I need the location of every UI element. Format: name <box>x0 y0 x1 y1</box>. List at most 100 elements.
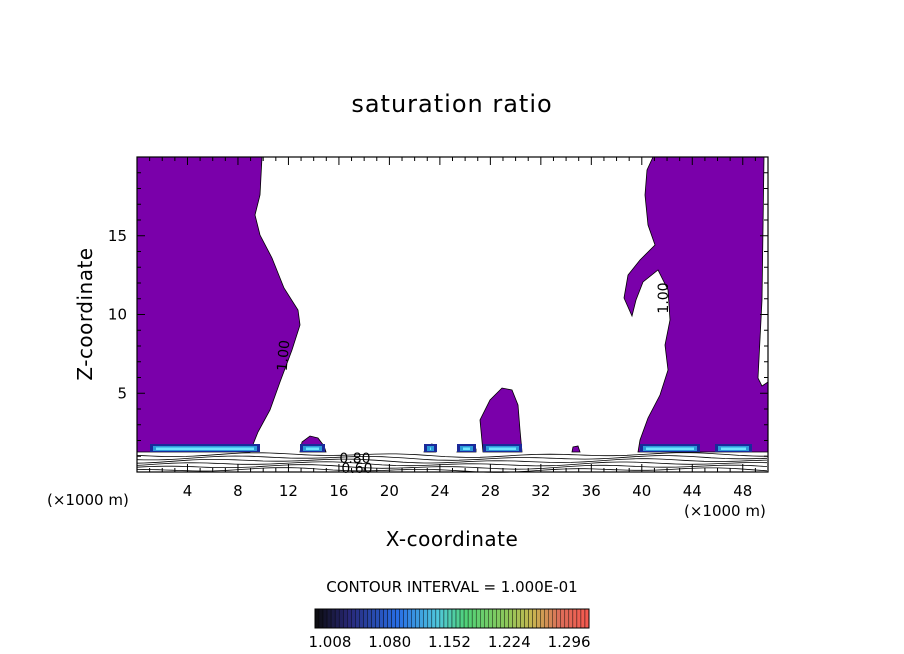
x-unit-label: (×1000 m) <box>684 502 766 520</box>
colorbar-segment <box>520 608 525 629</box>
colorbar-tick-label: 1.008 <box>308 633 351 651</box>
colorbar-segment <box>580 608 586 629</box>
colorbar-segment <box>343 608 348 629</box>
colorbar-segment <box>475 608 481 629</box>
colorbar-segment <box>415 608 420 629</box>
colorbar-segment <box>439 608 445 629</box>
colorbar-segment <box>455 608 461 629</box>
y-tick-label: 15 <box>108 227 127 245</box>
colorbar-segment <box>512 608 517 629</box>
colorbar-segment <box>564 608 570 629</box>
contour-line <box>136 452 767 458</box>
colorbar-segment <box>576 608 582 629</box>
x-tick-labels: 4 8 12 16 20 24 28 32 36 40 44 48 <box>183 482 753 500</box>
colorbar-segment <box>532 608 537 629</box>
colorbar-segment <box>536 608 541 629</box>
contour-line <box>136 458 768 464</box>
y-tick-label: 5 <box>117 384 127 402</box>
colorbar-segment <box>383 608 388 629</box>
colorbar-segment <box>451 608 457 629</box>
band-light <box>646 447 694 450</box>
colorbar-segment <box>363 608 368 629</box>
x-tick-label: 28 <box>481 482 500 500</box>
colorbar-segment <box>355 608 360 629</box>
colorbar-segment <box>330 608 336 629</box>
colorbar-segment <box>447 608 453 629</box>
colorbar-segment <box>407 608 412 629</box>
colorbar-segment <box>351 608 356 629</box>
colorbar-segment <box>540 608 545 629</box>
band-light <box>306 447 319 450</box>
band-light <box>463 447 470 450</box>
y-axis-label: Z-coordinate <box>73 247 97 380</box>
band-light <box>430 447 431 450</box>
colorbar-segment <box>516 608 521 629</box>
colorbar-segment <box>471 608 477 629</box>
contour-interval-text: CONTOUR INTERVAL = 1.000E-01 <box>326 578 577 596</box>
colorbar-segment <box>322 608 328 629</box>
contour-line <box>136 464 768 470</box>
x-tick-label: 12 <box>279 482 298 500</box>
colorbar-segment <box>488 608 493 629</box>
colorbar-segment <box>467 608 473 629</box>
x-tick-label: 40 <box>632 482 651 500</box>
x-tick-label: 24 <box>430 482 449 500</box>
band-light <box>489 447 516 450</box>
colorbar-segment <box>548 608 553 629</box>
contour-label-100-east: 1.00 <box>656 282 672 313</box>
colorbar-segment <box>326 608 332 629</box>
y-tick-labels: 5 10 15 <box>108 227 127 403</box>
colorbar-segment <box>528 608 533 629</box>
colorbar-frame <box>314 608 590 629</box>
y-tick-label: 10 <box>108 306 127 324</box>
colorbar-segment <box>371 608 376 629</box>
region-east-column <box>623 156 769 453</box>
colorbar-segment <box>552 608 557 629</box>
colorbar-segment <box>375 608 380 629</box>
colorbar-segment <box>443 608 449 629</box>
colorbar <box>314 608 590 629</box>
colorbar-segment <box>399 608 404 629</box>
x-tick-label: 8 <box>233 482 243 500</box>
colorbar-segment <box>496 608 501 629</box>
colorbar-segment <box>556 608 561 629</box>
colorbar-segment <box>524 608 529 629</box>
colorbar-segment <box>508 608 513 629</box>
colorbar-tick-labels: 1.008 1.080 1.152 1.224 1.296 <box>308 633 590 651</box>
colorbar-segment <box>568 608 574 629</box>
contour-line <box>136 461 768 467</box>
colorbar-segment <box>560 608 566 629</box>
x-tick-label: 16 <box>329 482 348 500</box>
colorbar-segment <box>387 608 392 629</box>
contour-line <box>136 455 768 461</box>
colorbar-segment <box>423 608 429 629</box>
band-light <box>721 447 746 450</box>
colorbar-segment <box>347 608 352 629</box>
colorbar-tick-label: 1.224 <box>488 633 531 651</box>
colorbar-segment <box>395 608 400 629</box>
colorbar-segment <box>338 608 344 629</box>
colorbar-segment <box>435 608 441 629</box>
colorbar-tick-label: 1.296 <box>548 633 591 651</box>
supersaturation-bands <box>150 444 752 452</box>
x-tick-label: 4 <box>183 482 193 500</box>
colorbar-segment <box>459 608 465 629</box>
colorbar-segment <box>500 608 505 629</box>
region-blob-c <box>571 445 581 453</box>
colorbar-segment <box>411 608 416 629</box>
x-tick-label: 44 <box>683 482 702 500</box>
colorbar-segment <box>480 608 485 629</box>
x-tick-label: 36 <box>582 482 601 500</box>
colorbar-segment <box>427 608 433 629</box>
plot-area: 1.00 1.00 0.80 0.60 <box>136 156 769 477</box>
x-tick-label: 48 <box>733 482 752 500</box>
colorbar-tick-label: 1.080 <box>368 633 411 651</box>
x-tick-label: 20 <box>380 482 399 500</box>
colorbar-segment <box>403 608 408 629</box>
contour-label-100-west: 1.00 <box>275 339 294 371</box>
contour-label-060: 0.60 <box>341 461 372 477</box>
colorbar-segment <box>484 608 489 629</box>
colorbar-tick-label: 1.152 <box>428 633 471 651</box>
colorbar-segment <box>572 608 578 629</box>
colorbar-segment <box>318 608 324 629</box>
